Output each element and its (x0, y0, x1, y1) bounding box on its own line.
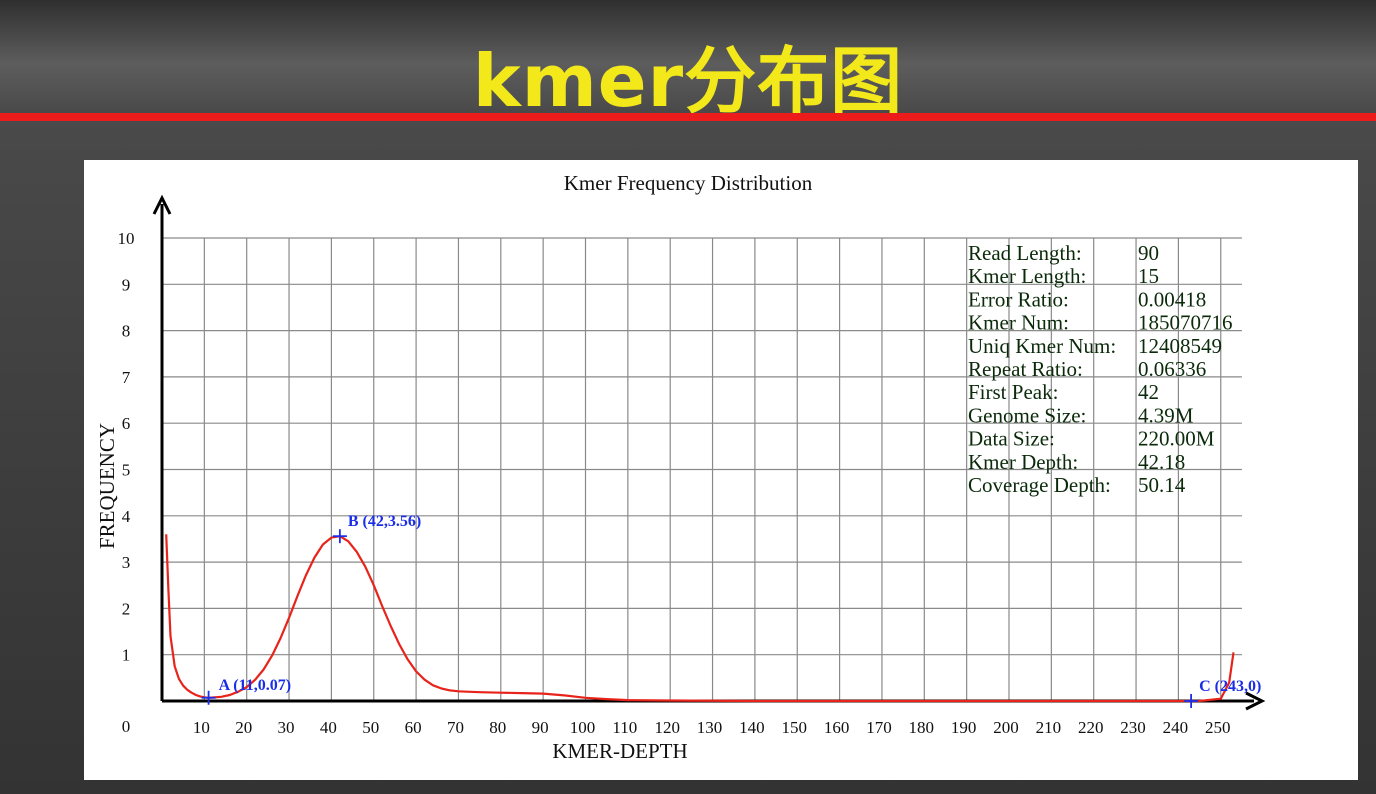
info-key: Uniq Kmer Num: (968, 334, 1116, 358)
y-tick-labels: 1 2 3 4 5 6 7 8 9 10 (118, 229, 135, 665)
chart-panel: Kmer Frequency Distribution 10 20 30 40 50 60… (84, 160, 1358, 780)
y-axis-arrow (152, 194, 172, 215)
page-title: kmer分布图 (472, 39, 904, 123)
x-tick-label: 20 (235, 718, 252, 737)
info-value: 0.00418 (1138, 287, 1206, 311)
info-key: Kmer Length: (968, 264, 1086, 288)
x-tick-label: 30 (278, 718, 295, 737)
info-value: 185070716 (1138, 311, 1233, 335)
info-key: Coverage Depth: (968, 473, 1111, 497)
y-tick-label: 6 (122, 414, 131, 433)
x-tick-label: 170 (866, 718, 892, 737)
x-tick-label: 150 (782, 718, 808, 737)
y-tick-label: 2 (122, 599, 131, 618)
y-tick-label: 8 (122, 322, 131, 341)
x-tick-label: 240 (1163, 718, 1189, 737)
info-key: Kmer Depth: (968, 450, 1078, 474)
series-line (165, 534, 1235, 703)
info-key: Repeat Ratio: (968, 357, 1083, 381)
x-tick-label: 190 (951, 718, 977, 737)
info-value: 15 (1138, 264, 1159, 288)
info-key: First Peak: (968, 380, 1058, 404)
x-tick-label: 50 (362, 718, 379, 737)
info-key: Kmer Num: (968, 311, 1069, 335)
title-divider (0, 113, 1376, 121)
info-value: 12408549 (1138, 334, 1222, 358)
origin-label: 0 (122, 717, 131, 736)
y-tick-label: 5 (122, 461, 131, 480)
kmer-chart: Kmer Frequency Distribution 10 20 30 40 50 60… (95, 171, 1266, 763)
x-tick-label: 90 (532, 718, 549, 737)
info-key: Read Length: (968, 241, 1082, 265)
info-key: Error Ratio: (968, 287, 1069, 311)
marker-label: A (11,0.07) (219, 677, 291, 694)
x-tick-label: 60 (405, 718, 422, 737)
info-value: 42 (1138, 380, 1159, 404)
marker-label: B (42,3.56) (348, 513, 421, 530)
x-tick-label: 160 (824, 718, 850, 737)
x-tick-label: 70 (447, 718, 464, 737)
info-value: 220.00M (1138, 427, 1215, 451)
info-table: Read Length: 90 Kmer Length: 15 Error Ratio:… (968, 241, 1233, 497)
x-axis-label: KMER-DEPTH (552, 739, 687, 763)
info-value: 4.39M (1138, 403, 1194, 427)
info-key: Genome Size: (968, 403, 1086, 427)
axes (152, 194, 1266, 711)
info-value: 42.18 (1138, 450, 1185, 474)
x-tick-label: 210 (1036, 718, 1062, 737)
x-axis-arrow (1245, 691, 1266, 711)
x-tick-label: 120 (654, 718, 680, 737)
marker-label: C (243,0) (1199, 678, 1261, 695)
x-tick-label: 130 (697, 718, 723, 737)
y-tick-label: 10 (118, 229, 135, 248)
x-tick-label: 250 (1205, 718, 1231, 737)
y-tick-label: 9 (122, 275, 131, 294)
x-tick-label: 220 (1078, 718, 1104, 737)
y-tick-label: 7 (122, 368, 131, 387)
info-value: 0.06336 (1138, 357, 1206, 381)
x-tick-label: 10 (193, 718, 210, 737)
frequency-curve (165, 534, 1235, 703)
info-value: 90 (1138, 241, 1159, 265)
y-axis-label: FREQUENCY (95, 423, 119, 549)
x-tick-labels: 10 20 30 40 50 60 70 80 90 100 110 120 130 140 150 160 1… (193, 718, 1231, 737)
info-key: Data Size: (968, 427, 1055, 451)
x-tick-label: 230 (1120, 718, 1146, 737)
grid (162, 237, 1242, 701)
annotation-markers: A (11,0.07) B (42,3.56) C (243,0) (201, 513, 1261, 708)
x-tick-label: 140 (739, 718, 765, 737)
x-tick-label: 110 (612, 718, 637, 737)
info-value: 50.14 (1138, 473, 1186, 497)
x-tick-label: 100 (570, 718, 596, 737)
y-tick-label: 1 (122, 646, 131, 665)
x-tick-label: 200 (993, 718, 1019, 737)
x-tick-label: 40 (320, 718, 337, 737)
x-tick-label: 180 (909, 718, 935, 737)
y-tick-label: 3 (122, 553, 131, 572)
x-tick-label: 80 (489, 718, 506, 737)
y-tick-label: 4 (122, 507, 131, 526)
chart-title: Kmer Frequency Distribution (564, 171, 813, 195)
